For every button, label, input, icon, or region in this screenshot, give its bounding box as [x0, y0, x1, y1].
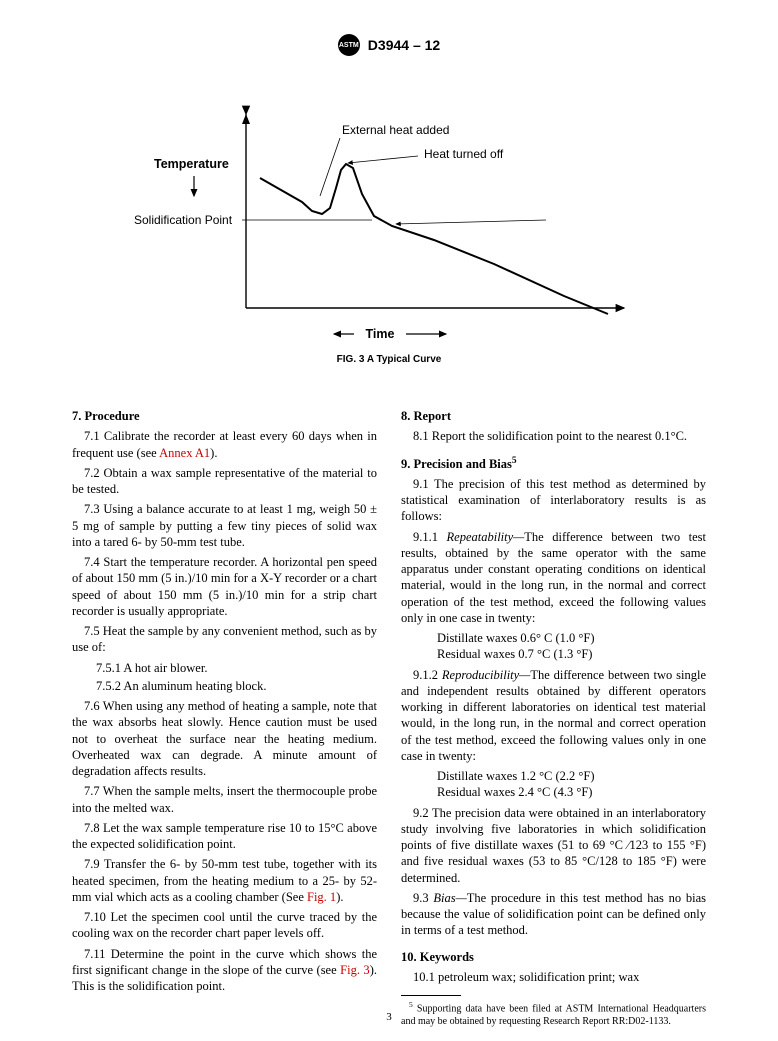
sec9-title-text: 9. Precision and Bias: [401, 457, 512, 471]
p7-9b: ).: [336, 890, 343, 904]
figure-3: Temperature External heat added Heat tur…: [134, 76, 654, 356]
page-number: 3: [0, 1011, 778, 1023]
p9-3: 9.3 Bias—The procedure in this test meth…: [401, 890, 706, 939]
p9-1-1: 9.1.1 Repeatability—The difference betwe…: [401, 529, 706, 627]
p9-1-2: 9.1.2 Reproducibility—The difference bet…: [401, 667, 706, 765]
astm-logo: ASTM: [338, 34, 360, 56]
p8-1: 8.1 Report the solidification point to t…: [401, 428, 706, 444]
leader-slope: [396, 220, 546, 224]
sec7-title: 7. Procedure: [72, 408, 377, 424]
p7-1b: ).: [210, 446, 217, 460]
link-annex-a1[interactable]: Annex A1: [159, 446, 210, 460]
doc-id: D3944 – 12: [368, 37, 440, 53]
annot-solid-pt: Solidification Point: [134, 213, 233, 227]
p7-9: 7.9 Transfer the 6- by 50-mm test tube, …: [72, 856, 377, 905]
body-columns: 7. Procedure 7.1 Calibrate the recorder …: [72, 398, 706, 1028]
annot-heat-off: Heat turned off: [424, 147, 504, 161]
right-column: 8. Report 8.1 Report the solidification …: [401, 398, 706, 1028]
p7-4: 7.4 Start the temperature recorder. A ho…: [72, 554, 377, 619]
p7-5-1: 7.5.1 A hot air blower.: [84, 660, 377, 676]
p7-1a: 7.1 Calibrate the recorder at least ever…: [72, 429, 377, 459]
figure-3-svg: Temperature External heat added Heat tur…: [134, 76, 654, 356]
leader-heat-off: [348, 156, 418, 163]
footnote-rule: [401, 995, 461, 996]
page-header: ASTM D3944 – 12: [0, 0, 778, 56]
p9-3-em: Bias—: [433, 891, 466, 905]
x-axis-label: Time: [366, 327, 395, 341]
p7-11a: 7.11 Determine the point in the curve wh…: [72, 947, 377, 977]
left-column: 7. Procedure 7.1 Calibrate the recorder …: [72, 398, 377, 1028]
y-arrowhead: [242, 114, 250, 124]
p9-1: 9.1 The precision of this test method as…: [401, 476, 706, 525]
annot-ext-heat: External heat added: [342, 123, 449, 137]
sec8-title: 8. Report: [401, 408, 706, 424]
p9-3-lead: 9.3: [413, 891, 433, 905]
sec9-title: 9. Precision and Bias5: [401, 455, 706, 472]
sec9-sup: 5: [512, 456, 517, 466]
p9-1-2-v2: Residual waxes 2.4 °C (4.3 °F): [437, 784, 706, 800]
p7-5-2: 7.5.2 An aluminum heating block.: [84, 678, 377, 694]
p7-6: 7.6 When using any method of heating a s…: [72, 698, 377, 779]
link-fig-3[interactable]: Fig. 3: [340, 963, 370, 977]
p9-1-2-lead: 9.1.2: [413, 668, 442, 682]
link-fig-1[interactable]: Fig. 1: [307, 890, 336, 904]
y-axis-label: Temperature: [154, 157, 229, 171]
p7-2: 7.2 Obtain a wax sample representative o…: [72, 465, 377, 498]
p10-1: 10.1 petroleum wax; solidification print…: [401, 969, 706, 985]
p7-10: 7.10 Let the specimen cool until the cur…: [72, 909, 377, 942]
p7-1: 7.1 Calibrate the recorder at least ever…: [72, 428, 377, 461]
p9-1-1-lead: 9.1.1: [413, 530, 447, 544]
p7-11: 7.11 Determine the point in the curve wh…: [72, 946, 377, 995]
sec10-title: 10. Keywords: [401, 949, 706, 965]
p7-8: 7.8 Let the wax sample temperature rise …: [72, 820, 377, 853]
p9-1-1-em: Repeatability—: [447, 530, 525, 544]
p7-3: 7.3 Using a balance accurate to at least…: [72, 501, 377, 550]
p7-7: 7.7 When the sample melts, insert the th…: [72, 783, 377, 816]
p9-1-2-v1: Distillate waxes 1.2 °C (2.2 °F): [437, 768, 706, 784]
p9-1-1-v2: Residual waxes 0.7 °C (1.3 °F): [437, 646, 706, 662]
p9-1-1-v1: Distillate waxes 0.6° C (1.0 °F): [437, 630, 706, 646]
figure-3-caption: FIG. 3 A Typical Curve: [0, 354, 778, 365]
p7-5: 7.5 Heat the sample by any convenient me…: [72, 623, 377, 656]
p9-1-2-em: Reproducibility—: [442, 668, 530, 682]
p9-2: 9.2 The precision data were obtained in …: [401, 805, 706, 886]
typical-curve: [260, 164, 608, 314]
